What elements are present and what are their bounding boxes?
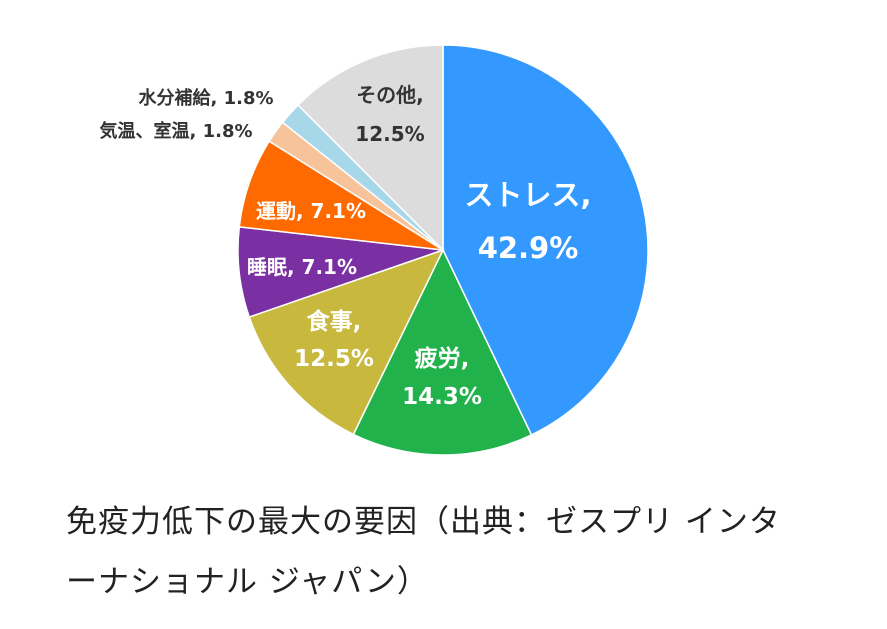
pie-slice-0 <box>442 44 649 436</box>
caption-line-2: ーナショナル ジャパン） <box>66 564 429 600</box>
slice-label-4: 運動, 7.1% <box>256 199 366 223</box>
slice-value-label-7: 12.5% <box>355 122 424 146</box>
pie-slice-7 <box>296 44 444 252</box>
pie-slice-1 <box>352 248 533 456</box>
slice-label-3: 睡眠, 7.1% <box>247 255 357 279</box>
slice-label-2: 食事, <box>307 308 362 335</box>
slice-label-6: 水分補給, 1.8% <box>138 87 273 109</box>
pie-slice-2 <box>248 248 445 436</box>
caption-line-1: 免疫力低下の最大の要因（出典：ゼスプリ インタ <box>66 504 781 540</box>
slice-label-1: 疲労, <box>415 345 470 372</box>
pie-svg: ストレス, 42.9% 疲労, 14.3% 食事, 12.5% 睡眠, 7.1% 運動, 7.… <box>99 44 649 456</box>
chart-caption: 免疫力低下の最大の要因（出典：ゼスプリ インタ ーナショナル ジャパン） <box>66 492 856 612</box>
slice-value-label-1: 14.3% <box>402 384 482 410</box>
slice-value-label-2: 12.5% <box>294 346 374 372</box>
slice-label-5: 気温、室温, 1.8% <box>99 120 252 142</box>
pie-chart: ストレス, 42.9% 疲労, 14.3% 食事, 12.5% 睡眠, 7.1% 運動, 7.… <box>99 44 649 456</box>
slice-label-7: その他, <box>356 83 424 107</box>
slice-label-0: ストレス, <box>464 178 591 212</box>
slice-value-label-0: 42.9% <box>478 231 579 265</box>
